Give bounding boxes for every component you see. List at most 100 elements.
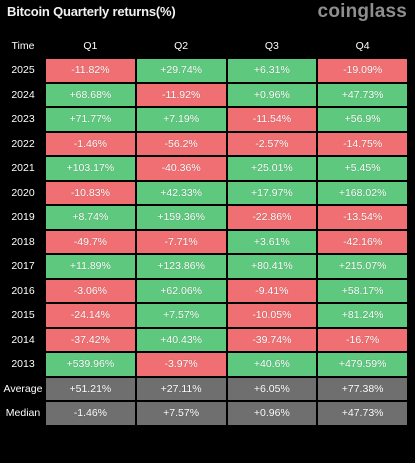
brand-logo: coinglass [317,1,407,22]
year-label: 2017 [2,255,44,278]
return-cell: +25.01% [227,157,317,180]
return-cell: +17.97% [227,181,317,204]
return-cell: +42.33% [136,181,226,204]
return-cell: +103.17% [46,157,135,180]
summary-label: Median [2,402,44,425]
year-label: 2023 [2,108,44,131]
return-cell: -14.75% [318,132,407,155]
year-label: 2016 [2,279,44,302]
return-cell: -42.16% [318,230,407,253]
return-cell: +47.73% [318,83,407,106]
column-header-q3: Q3 [227,35,317,57]
return-cell: +7.57% [136,304,226,327]
summary-row: Median -1.46% +7.57% +0.96% +47.73% [2,402,407,425]
return-cell: -22.86% [227,206,317,229]
table-row: 2025 -11.82% +29.74% +6.31% -19.09% [2,59,407,82]
table-row: 2017 +11.89% +123.86% +80.41% +215.07% [2,255,407,278]
return-cell: +58.17% [318,279,407,302]
year-label: 2019 [2,206,44,229]
table-row: 2019 +8.74% +159.36% -22.86% -13.54% [2,206,407,229]
summary-row: Average +51.21% +27.11% +6.05% +77.38% [2,377,407,400]
summary-cell: +6.05% [227,377,317,400]
return-cell: +81.24% [318,304,407,327]
summary-label: Average [2,377,44,400]
table-row: 2015 -24.14% +7.57% -10.05% +81.24% [2,304,407,327]
return-cell: +539.96% [46,353,135,376]
return-cell: -49.7% [46,230,135,253]
table-row: 2020 -10.83% +42.33% +17.97% +168.02% [2,181,407,204]
return-cell: -3.97% [136,353,226,376]
return-cell: +8.74% [46,206,135,229]
return-cell: -13.54% [318,206,407,229]
table-row: 2022 -1.46% -56.2% -2.57% -14.75% [2,132,407,155]
table-row: 2013 +539.96% -3.97% +40.6% +479.59% [2,353,407,376]
column-header-q1: Q1 [46,35,135,57]
return-cell: -10.83% [46,181,135,204]
return-cell: +40.6% [227,353,317,376]
return-cell: +56.9% [318,108,407,131]
table-row: 2024 +68.68% -11.92% +0.96% +47.73% [2,83,407,106]
return-cell: +40.43% [136,328,226,351]
return-cell: -16.7% [318,328,407,351]
table-header: Time Q1 Q2 Q3 Q4 [2,35,407,57]
column-header-q2: Q2 [136,35,226,57]
return-cell: -3.06% [46,279,135,302]
return-cell: -24.14% [46,304,135,327]
return-cell: -10.05% [227,304,317,327]
return-cell: -1.46% [46,132,135,155]
return-cell: -37.42% [46,328,135,351]
return-cell: -7.71% [136,230,226,253]
year-label: 2024 [2,83,44,106]
table-row: 2018 -49.7% -7.71% +3.61% -42.16% [2,230,407,253]
return-cell: +168.02% [318,181,407,204]
summary-cell: -1.46% [46,402,135,425]
return-cell: +0.96% [227,83,317,106]
table-body: 2025 -11.82% +29.74% +6.31% -19.09% 2024 +68.6… [2,59,407,425]
return-cell: +68.68% [46,83,135,106]
table-row: 2021 +103.17% -40.36% +25.01% +5.45% [2,157,407,180]
year-label: 2014 [2,328,44,351]
return-cell: +62.06% [136,279,226,302]
header: Bitcoin Quarterly returns(%) coinglass [0,0,415,28]
year-label: 2025 [2,59,44,82]
return-cell: -19.09% [318,59,407,82]
return-cell: -40.36% [136,157,226,180]
year-label: 2015 [2,304,44,327]
return-cell: -39.74% [227,328,317,351]
column-header-time: Time [2,35,44,57]
year-label: 2021 [2,157,44,180]
summary-cell: +0.96% [227,402,317,425]
table-row: 2016 -3.06% +62.06% -9.41% +58.17% [2,279,407,302]
return-cell: -11.82% [46,59,135,82]
summary-cell: +77.38% [318,377,407,400]
summary-cell: +7.57% [136,402,226,425]
year-label: 2022 [2,132,44,155]
return-cell: +159.36% [136,206,226,229]
returns-table: Time Q1 Q2 Q3 Q4 2025 -11.82% +29.74% +6.31… [0,33,409,427]
return-cell: +7.19% [136,108,226,131]
return-cell: +80.41% [227,255,317,278]
return-cell: +29.74% [136,59,226,82]
summary-cell: +51.21% [46,377,135,400]
column-header-q4: Q4 [318,35,407,57]
return-cell: -2.57% [227,132,317,155]
return-cell: +6.31% [227,59,317,82]
return-cell: +479.59% [318,353,407,376]
return-cell: -11.54% [227,108,317,131]
table-row: 2014 -37.42% +40.43% -39.74% -16.7% [2,328,407,351]
year-label: 2020 [2,181,44,204]
return-cell: +3.61% [227,230,317,253]
return-cell: +123.86% [136,255,226,278]
return-cell: -11.92% [136,83,226,106]
summary-cell: +47.73% [318,402,407,425]
chart-title: Bitcoin Quarterly returns(%) [7,4,176,19]
return-cell: +71.77% [46,108,135,131]
year-label: 2013 [2,353,44,376]
year-label: 2018 [2,230,44,253]
return-cell: +215.07% [318,255,407,278]
return-cell: -9.41% [227,279,317,302]
return-cell: -56.2% [136,132,226,155]
table-row: 2023 +71.77% +7.19% -11.54% +56.9% [2,108,407,131]
return-cell: +5.45% [318,157,407,180]
return-cell: +11.89% [46,255,135,278]
